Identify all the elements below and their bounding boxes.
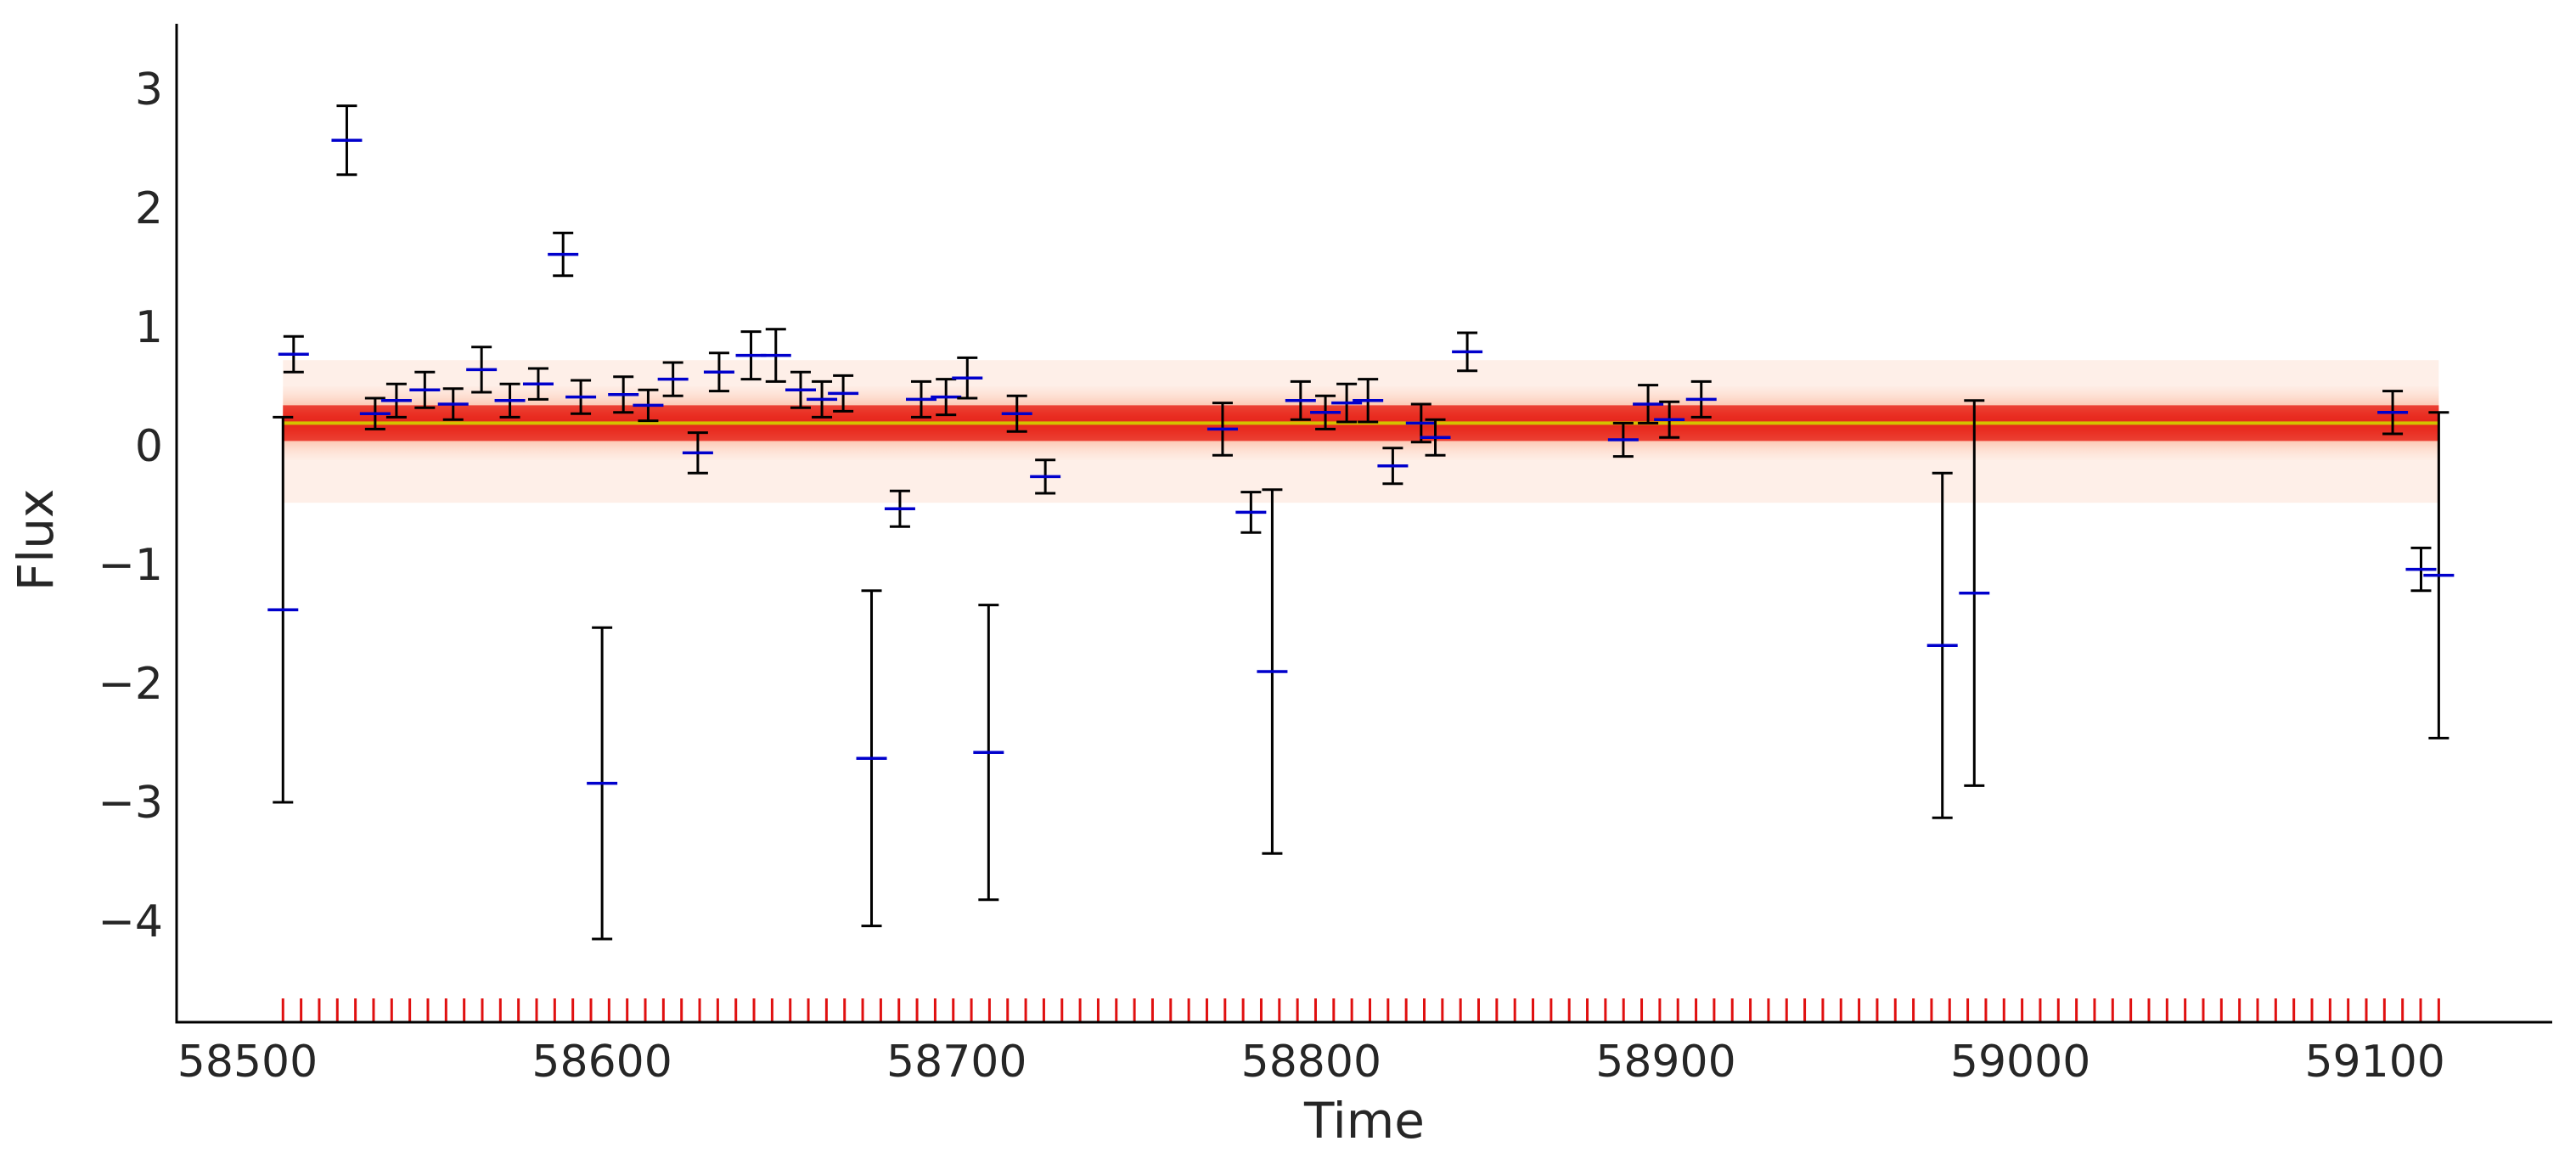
- data-point: [1959, 399, 1990, 787]
- data-point: [682, 431, 713, 475]
- data-point: [2377, 390, 2409, 436]
- data-point: [1405, 402, 1437, 444]
- y-tick-label: 0: [135, 421, 163, 472]
- x-tick-label: 58500: [177, 1037, 318, 1088]
- y-tick-label: 3: [135, 65, 163, 115]
- data-point: [1420, 418, 1451, 457]
- data-point: [2405, 546, 2437, 593]
- x-tick-label: 59000: [1950, 1037, 2090, 1088]
- x-tick-label: 59100: [2304, 1037, 2444, 1088]
- x-axis-label: Time: [1303, 1092, 1425, 1150]
- data-point: [1654, 400, 1685, 439]
- data-point: [331, 104, 363, 177]
- data-point: [278, 335, 309, 374]
- y-axis-label: Flux: [7, 489, 65, 592]
- data-point: [1607, 421, 1639, 458]
- data-point: [565, 379, 597, 415]
- data-point: [437, 387, 469, 421]
- y-ticks: −4 −3 −2 −1 0 1 2 3: [98, 65, 163, 947]
- data-point: [856, 589, 887, 928]
- data-point: [828, 374, 859, 413]
- data-point: [548, 231, 579, 278]
- data-point: [2423, 411, 2455, 739]
- data-point: [409, 370, 441, 409]
- model-band: [283, 360, 2439, 503]
- data-point: [633, 388, 664, 423]
- data-point: [380, 382, 412, 419]
- data-point: [1926, 471, 1958, 819]
- data-points: [267, 104, 2455, 941]
- y-tick-label: 1: [135, 302, 163, 353]
- y-tick-label: −3: [98, 778, 163, 829]
- data-point: [760, 328, 791, 383]
- y-tick-label: −4: [98, 897, 163, 947]
- data-point: [494, 382, 526, 419]
- y-tick-label: 2: [135, 183, 163, 234]
- time-rug: [281, 998, 2440, 1022]
- x-tick-label: 58600: [532, 1037, 672, 1088]
- data-point: [1353, 378, 1384, 424]
- data-point: [466, 346, 498, 394]
- x-tick-label: 58700: [886, 1037, 1026, 1088]
- data-point: [973, 604, 1004, 902]
- data-point: [1206, 402, 1238, 457]
- data-point: [1235, 491, 1267, 534]
- data-point: [703, 351, 734, 393]
- data-point: [1001, 394, 1032, 433]
- data-point: [657, 361, 689, 397]
- data-point: [608, 375, 639, 414]
- data-point: [359, 396, 391, 430]
- axes: [175, 24, 2552, 1024]
- x-ticks: 58500 58600 58700 58800 58900 59000 59100: [177, 1037, 2445, 1088]
- data-point: [1452, 331, 1483, 373]
- data-point: [884, 489, 915, 528]
- data-point: [267, 415, 299, 804]
- data-point: [1030, 458, 1061, 495]
- x-tick-label: 58800: [1241, 1037, 1381, 1088]
- y-tick-label: −1: [98, 540, 163, 591]
- data-point: [1685, 379, 1717, 419]
- data-point: [807, 379, 838, 419]
- data-point: [1310, 394, 1341, 430]
- data-point: [785, 370, 816, 409]
- data-point: [1377, 447, 1409, 486]
- data-point: [1633, 384, 1664, 424]
- x-tick-label: 58900: [1595, 1037, 1735, 1088]
- data-point: [1257, 488, 1288, 855]
- data-point: [587, 626, 618, 941]
- data-point: [1285, 379, 1316, 421]
- data-point: [905, 379, 936, 419]
- data-point: [522, 367, 554, 401]
- data-point: [952, 356, 983, 400]
- data-point: [1331, 382, 1363, 424]
- y-tick-label: −2: [98, 659, 163, 710]
